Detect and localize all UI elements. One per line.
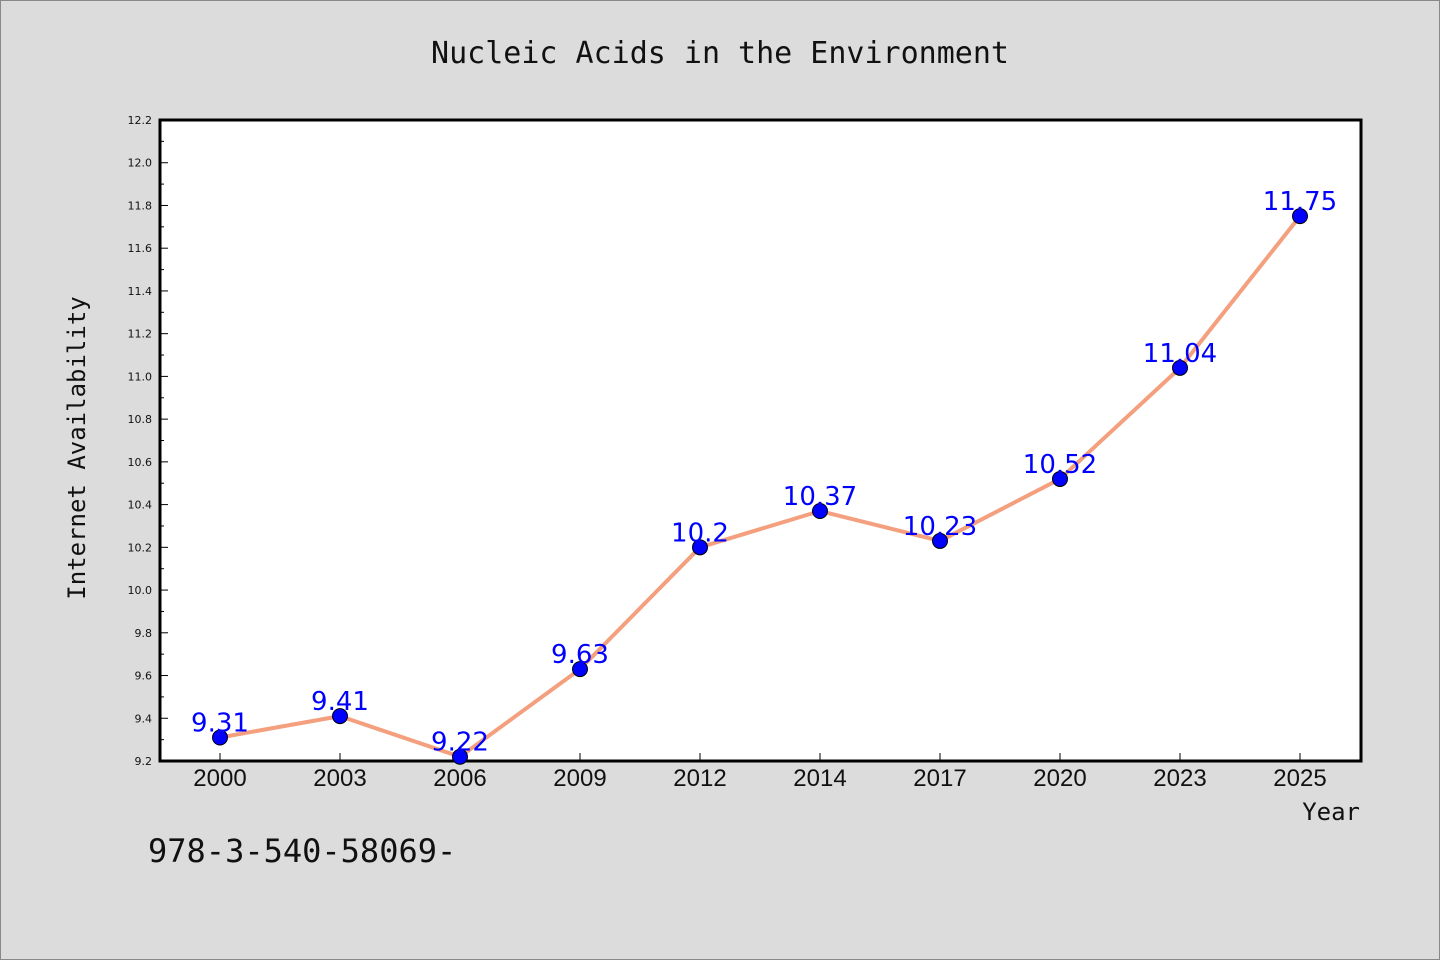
y-tick-label: 11.4 — [128, 285, 153, 298]
x-tick-label: 2012 — [673, 765, 726, 792]
x-tick-label: 2017 — [913, 765, 966, 792]
data-point — [572, 661, 588, 678]
y-tick-label: 10.8 — [128, 413, 153, 426]
data-point — [692, 539, 708, 556]
data-label: 10.37 — [783, 482, 857, 512]
x-tick-label: 2000 — [193, 765, 246, 792]
x-tick-label: 2009 — [553, 765, 606, 792]
y-tick-label: 10.6 — [128, 456, 153, 469]
data-point — [452, 748, 468, 765]
y-tick-label: 11.8 — [128, 199, 153, 212]
y-tick-label: 11.2 — [128, 328, 153, 341]
data-label: 10.52 — [1023, 450, 1097, 480]
x-axis-ticks: 2000 2003 2006 2009 2012 2014 2017 2020 2023 2025 — [193, 753, 1327, 792]
data-label: 10.23 — [903, 512, 977, 542]
data-markers — [212, 208, 1308, 765]
y-tick-label: 10.2 — [128, 541, 153, 554]
series-line — [218, 214, 1302, 759]
data-point — [932, 532, 948, 549]
x-tick-label: 2014 — [793, 765, 846, 792]
data-label: 9.41 — [311, 687, 369, 717]
data-labels: 9.31 9.41 9.22 9.63 10.2 10.37 10.23 10.52 11.04… — [191, 187, 1337, 758]
data-label: 9.63 — [551, 640, 609, 670]
plot-area — [158, 118, 1363, 763]
footer-text: 978-3-540-58069- — [148, 832, 457, 870]
data-point — [812, 503, 828, 520]
data-label: 10.2 — [671, 518, 729, 548]
series-line-group — [218, 214, 1302, 759]
data-label: 9.31 — [191, 708, 249, 738]
y-tick-label: 9.6 — [135, 670, 153, 683]
y-tick-label: 11.6 — [128, 242, 153, 255]
x-tick-label: 2023 — [1153, 765, 1206, 792]
data-point — [1052, 470, 1068, 487]
y-tick-label: 12.2 — [128, 114, 153, 127]
data-label: 11.04 — [1143, 339, 1217, 369]
data-label: 11.75 — [1263, 187, 1337, 217]
y-tick-label: 10.0 — [128, 584, 153, 597]
data-point — [1172, 359, 1188, 376]
x-tick-label: 2006 — [433, 765, 486, 792]
y-tick-label: 9.4 — [135, 712, 153, 725]
data-point — [332, 708, 348, 725]
y-tick-label: 12.0 — [128, 157, 153, 170]
data-label: 9.22 — [431, 728, 489, 758]
x-tick-label: 2025 — [1273, 765, 1326, 792]
x-tick-label: 2003 — [313, 765, 366, 792]
data-point — [1292, 208, 1308, 225]
x-tick-label: 2020 — [1033, 765, 1086, 792]
y-tick-label: 9.2 — [135, 755, 153, 768]
y-axis-ticks: 9.2 9.4 9.6 9.8 10.0 10.2 10.4 10.6 10.8 11.0 11.2… — [128, 114, 168, 768]
y-axis-label: Internet Availability — [63, 296, 91, 599]
x-axis-label: Year — [1302, 798, 1360, 826]
data-point — [212, 729, 228, 746]
y-tick-label: 9.8 — [135, 627, 153, 640]
y-tick-label: 11.0 — [128, 370, 153, 383]
y-tick-label: 10.4 — [128, 499, 153, 512]
chart-title: Nucleic Acids in the Environment — [431, 36, 1009, 71]
